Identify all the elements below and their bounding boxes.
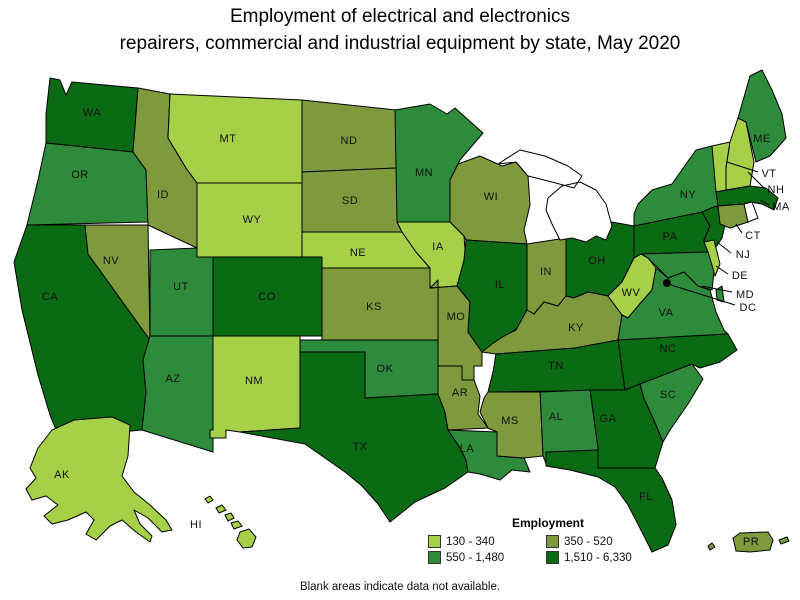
state-label-OH: OH [588,255,606,267]
callout-line-DC [670,284,736,306]
legend-label: 130 - 340 [446,535,495,548]
callout-label-CT: CT [745,230,761,242]
state-label-SD: SD [342,195,358,207]
callout-line-DE [715,265,729,275]
callout-line-CT [735,223,743,234]
callout-label-VT: VT [761,168,776,180]
legend-item-0: 130 - 340 [428,535,546,548]
footnote: Blank areas indicate data not available. [299,581,501,593]
state-label-KY: KY [568,322,584,334]
state-label-OR: OR [71,169,89,181]
callout-label-DC: DC [740,302,757,314]
state-MS [479,391,544,459]
callout-label-MA: MA [772,201,790,213]
state-AR [437,365,489,431]
state-label-NV: NV [103,255,119,267]
legend-item-3: 1,510 - 6,330 [546,551,668,564]
state-label-KS: KS [366,301,382,313]
state-label-GA: GA [600,413,617,425]
state-MI [497,149,613,243]
callout-label-NH: NH [768,184,785,196]
state-label-CA: CA [42,291,58,303]
state-label-HI: HI [190,519,202,531]
state-WI [449,155,531,245]
state-label-NY: NY [680,189,696,201]
dc-dot-marker [663,279,671,287]
state-label-ID: ID [157,189,169,201]
callout-line-VT [726,161,759,173]
callout-label-MD: MD [736,289,754,301]
state-label-IL: IL [495,279,505,291]
state-label-OK: OK [377,363,394,375]
state-label-AR: AR [452,387,468,399]
state-NM [209,335,301,439]
state-label-TN: TN [548,360,564,372]
state-HI [204,495,257,549]
callout-line-NJ [716,241,732,254]
state-label-VA: VA [659,307,674,319]
state-label-MO: MO [447,311,466,323]
state-label-MN: MN [415,167,433,179]
state-label-AZ: AZ [165,373,180,385]
state-label-SC: SC [660,389,676,401]
chart-title: Employment of electrical and electronics… [0,3,800,57]
chart-title-line1: Employment of electrical and electronics [229,6,571,27]
legend-swatch-icon [428,551,441,564]
state-ME [737,69,787,163]
state-label-PR: PR [743,536,759,548]
state-label-ME: ME [753,133,771,145]
state-label-ND: ND [341,135,358,147]
state-label-IA: IA [432,241,444,253]
state-OR [26,142,149,226]
state-CT [717,203,749,229]
callout-line-MD [701,285,733,293]
callout-label-NJ: NJ [736,249,750,261]
legend-swatch-icon [428,535,441,548]
state-label-PA: PA [663,231,678,243]
state-label-IN: IN [540,266,552,278]
state-label-AK: AK [54,469,70,481]
callout-line-MA [759,199,770,206]
state-MD [640,251,715,291]
state-label-UT: UT [173,281,189,293]
state-label-WV: WV [622,287,641,299]
state-label-MS: MS [501,415,519,427]
state-label-AL: AL [549,411,563,423]
state-PR [707,531,790,553]
legend-label: 550 - 1,480 [446,551,505,564]
callout-label-DE: DE [732,270,748,282]
legend: Employment 130 - 340 350 - 520 550 - 1,480… [428,516,668,564]
state-label-CO: CO [258,291,276,303]
state-label-TX: TX [352,441,367,453]
legend-title: Employment [511,516,584,530]
state-FL [545,449,677,553]
state-label-NC: NC [660,343,677,355]
legend-item-2: 550 - 1,480 [428,551,546,564]
state-MN [394,103,484,223]
state-AZ [141,335,214,453]
legend-grid: 130 - 340 350 - 520 550 - 1,480 1,510 - 6,3… [428,535,668,564]
state-label-MT: MT [220,133,237,145]
state-label-NE: NE [350,247,366,259]
state-label-FL: FL [639,491,653,503]
legend-swatch-icon [546,551,559,564]
state-label-LA: LA [460,443,475,455]
legend-item-1: 350 - 520 [546,535,668,548]
legend-label: 350 - 520 [564,535,613,548]
legend-label: 1,510 - 6,330 [564,551,632,564]
state-label-WA: WA [83,107,101,119]
chart-title-line2: repairers, commercial and industrial equ… [119,33,681,54]
state-label-WY: WY [243,214,262,226]
state-label-WI: WI [484,191,498,203]
state-AK [25,416,173,543]
legend-swatch-icon [546,535,559,548]
state-label-NM: NM [245,375,263,387]
state-RI [743,201,759,223]
callout-line-NH [747,171,765,189]
